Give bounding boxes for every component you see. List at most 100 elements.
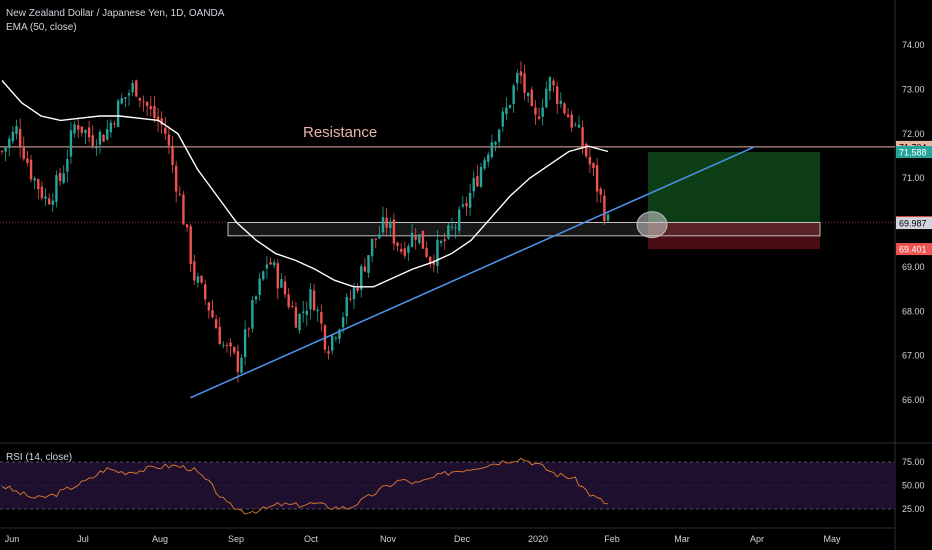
trendline-layer xyxy=(190,146,755,399)
candle-body xyxy=(124,97,127,99)
candle-body xyxy=(548,77,552,92)
candle-body xyxy=(312,290,316,311)
candle-body xyxy=(243,329,247,357)
candle-body xyxy=(458,209,461,231)
candle-body xyxy=(265,264,269,269)
candle-body xyxy=(185,224,189,228)
candle-body xyxy=(106,129,109,140)
time-tick-label: Oct xyxy=(304,534,319,544)
candle-body xyxy=(443,239,446,241)
price-tag-box xyxy=(896,217,932,230)
candle-body xyxy=(33,178,36,181)
candle-body xyxy=(171,145,174,166)
candle-body xyxy=(305,310,309,315)
candle-body xyxy=(439,240,443,244)
candle-body xyxy=(490,142,494,158)
candle-body xyxy=(109,122,113,133)
candle-body xyxy=(581,127,584,147)
candle-body xyxy=(294,307,298,328)
candle-body xyxy=(523,73,526,93)
candle-body xyxy=(483,159,486,169)
time-tick-label: Feb xyxy=(604,534,620,544)
time-tick-label: May xyxy=(823,534,841,544)
candle-body xyxy=(26,158,29,163)
candle-body xyxy=(73,124,76,134)
candle-body xyxy=(389,221,392,229)
candle-body xyxy=(545,88,548,108)
candle-body xyxy=(497,129,501,142)
candle-body xyxy=(588,156,592,165)
candle-body xyxy=(193,261,196,281)
candle-body xyxy=(120,98,123,104)
candle-body xyxy=(407,246,410,253)
candle-body xyxy=(370,238,374,257)
candle-body xyxy=(367,255,370,273)
candle-body xyxy=(174,166,178,192)
candle-body xyxy=(247,328,250,330)
candle-body xyxy=(341,317,345,328)
candle-body xyxy=(599,188,602,195)
candle-body xyxy=(276,263,279,289)
price-tick-label: 66.00 xyxy=(902,395,925,405)
candle-body xyxy=(280,279,283,288)
candle-body xyxy=(15,125,18,134)
price-tick-label: 69.00 xyxy=(902,262,925,272)
candle-body xyxy=(167,134,171,146)
candle-body xyxy=(98,131,102,145)
candle-body xyxy=(327,351,330,354)
candle-body xyxy=(603,195,606,222)
candle-body xyxy=(574,124,577,126)
candle-body xyxy=(334,337,338,339)
candle-body xyxy=(153,106,156,119)
time-tick-label: Jul xyxy=(77,534,89,544)
candle-body xyxy=(526,92,530,97)
candle-body xyxy=(113,123,116,125)
price-axis: 66.0067.0068.0069.0070.0071.0072.0073.00… xyxy=(896,40,932,405)
candle-body xyxy=(396,242,399,247)
candle-body xyxy=(87,127,91,138)
rsi-tick-label: 75.00 xyxy=(902,457,925,467)
candle-body xyxy=(360,266,363,290)
candle-body xyxy=(287,294,290,308)
candle-body xyxy=(178,193,182,195)
candle-body xyxy=(566,114,570,118)
candle-body xyxy=(142,101,145,103)
candle-body xyxy=(262,271,265,280)
candle-body xyxy=(37,179,40,190)
candle-body xyxy=(399,248,403,252)
candle-body xyxy=(69,130,73,157)
price-tick-label: 68.00 xyxy=(902,306,925,316)
candle-body xyxy=(40,186,44,199)
candle-body xyxy=(84,130,87,134)
time-tick-label: Nov xyxy=(380,534,397,544)
resistance-label: Resistance xyxy=(303,124,377,141)
candle-body xyxy=(374,238,377,240)
candle-body xyxy=(131,82,134,93)
ema-legend: EMA (50, close) xyxy=(6,22,77,33)
candle-body xyxy=(447,225,450,239)
candle-body xyxy=(269,262,272,265)
candle-body xyxy=(91,135,94,146)
candle-body xyxy=(508,105,512,108)
candle-body xyxy=(436,239,439,266)
candle-body xyxy=(519,71,523,76)
candle-body xyxy=(577,124,581,128)
candle-body xyxy=(211,310,214,318)
candle-body xyxy=(47,198,51,205)
candle-body xyxy=(298,313,301,331)
price-tag-label: 69.401 xyxy=(899,245,927,255)
candle-body xyxy=(11,131,15,142)
candle-body xyxy=(432,262,436,265)
candle-body xyxy=(428,256,432,263)
candle-body xyxy=(29,159,33,180)
candle-body xyxy=(454,227,457,229)
candle-body xyxy=(592,163,595,168)
price-tag-box xyxy=(896,243,932,256)
candle-body xyxy=(345,296,348,317)
price-tick-label: 72.00 xyxy=(902,129,925,139)
candle-body xyxy=(534,107,537,115)
candle-body xyxy=(291,305,294,308)
candle-body xyxy=(77,125,80,130)
